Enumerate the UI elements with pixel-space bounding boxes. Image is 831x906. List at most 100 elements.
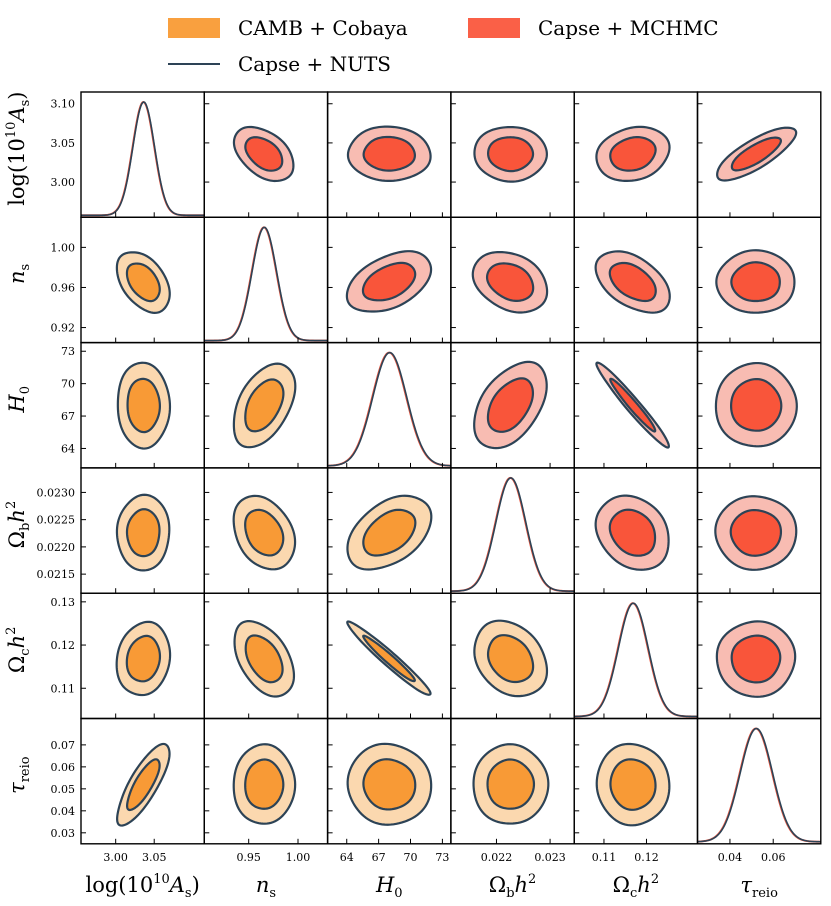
contour-68-filled: [610, 137, 656, 171]
panel-grid: [80, 91, 822, 845]
x-tick-label: 0.06: [761, 851, 786, 864]
contour-95-nuts-line: [115, 493, 171, 572]
x-tick-label: 1.00: [286, 851, 311, 864]
panel-tau-Ombh2: [450, 717, 575, 845]
x-axis-title-log10As: log(1010As): [85, 872, 199, 901]
marginal-nuts-H0: [327, 351, 451, 467]
contour-68-filled: [487, 759, 535, 809]
contour-95-nuts-line: [594, 250, 671, 314]
legend-swatch-camb: [168, 18, 220, 38]
marginal-mchmc-Omch2: [574, 602, 698, 718]
panel-tau-Omch2: [573, 717, 699, 845]
x-axis-title-Omch2: Ωch2: [613, 872, 660, 901]
marginal-nuts-Omch2: [574, 602, 698, 718]
panel-log10As-Omch2: [573, 91, 699, 219]
panel-ns-H0: [326, 216, 452, 344]
y-axis-title-H0-text: H0: [5, 386, 33, 414]
contour-68-nuts-line: [125, 508, 161, 558]
contour-68-nuts-line: [486, 758, 536, 810]
contour-68-filled: [609, 509, 655, 556]
contour-95-nuts-line: [715, 249, 796, 314]
x-axis-title-log10As-text: log(1010As): [85, 872, 199, 901]
contour-68-nuts-line: [608, 261, 657, 303]
contour-68-filled: [731, 261, 780, 302]
contour-95-nuts-line: [714, 361, 798, 448]
x-tick-label: 67: [372, 851, 386, 864]
y-tick-label: 0.0215: [37, 568, 76, 581]
x-tick-label: 3.00: [103, 851, 128, 864]
contour-68-filled: [126, 509, 160, 557]
y-tick-label: 0.04: [51, 805, 76, 818]
y-axis-title-ns-text: ns: [5, 264, 33, 284]
y-axis-title-Omch2-text: Ωch2: [4, 627, 33, 674]
marginal-nuts-ns: [204, 226, 328, 342]
marginal-mchmc-log10As: [81, 100, 205, 217]
contour-68-filled: [731, 379, 782, 431]
panel-log10As-H0: [326, 91, 452, 219]
contour-68-nuts-line: [244, 508, 285, 557]
x-tick-label: 0.12: [634, 851, 659, 864]
legend-label-camb: CAMB + Cobaya: [238, 16, 408, 40]
contour-95-nuts-line: [115, 251, 171, 314]
y-tick-label: 0.07: [51, 739, 76, 752]
contour-68-nuts-line: [486, 634, 535, 684]
axis-labels: 3.00 3.05 0.95 1.00 64 67 70 73 0.022 0.023 0.11 0.…: [4, 91, 785, 900]
contour-68-nuts-line: [362, 758, 417, 811]
legend: CAMB + Cobaya Capse + MCHMC Capse + NUTS: [0, 14, 831, 84]
x-axis-title-H0: H0: [375, 873, 403, 901]
panel-log10As-ns: [203, 91, 329, 219]
legend-swatch-mchmc: [468, 18, 520, 38]
y-axis-title-log10As: log(1010As): [4, 91, 33, 205]
contour-68-nuts-line: [244, 136, 284, 172]
contour-68-nuts-line: [125, 262, 161, 303]
contour-68-filled: [127, 759, 160, 811]
contour-68-nuts-line: [361, 261, 417, 302]
panel-frame: [326, 341, 452, 469]
legend-label-mchmc: Capse + MCHMC: [538, 16, 719, 40]
y-tick-label: 3.00: [51, 176, 76, 189]
panel-H0-ns: [203, 341, 329, 469]
y-tick-label: 73: [61, 345, 75, 358]
panel-tau-tau: [696, 717, 822, 845]
x-tick-label: 0.022: [481, 851, 513, 864]
panel-H0-H0: [326, 341, 452, 469]
contour-95-nuts-line: [595, 125, 671, 182]
marginal-nuts-log10As: [81, 101, 205, 217]
contour-68-nuts-line: [362, 634, 416, 683]
contour-68-nuts-line: [486, 377, 535, 433]
contour-68-nuts-line: [729, 508, 783, 557]
y-tick-label: 0.05: [51, 783, 76, 796]
contour-68-filled: [127, 378, 160, 433]
y-axis-title-tau: τreio: [5, 756, 33, 794]
y-axis-title-H0: H0: [5, 386, 33, 414]
contour-95-nuts-line: [473, 125, 548, 183]
panel-H0-Ombh2: [450, 341, 575, 469]
contour-68-nuts-line: [730, 261, 781, 303]
contour-95-nuts-line: [115, 620, 172, 697]
y-tick-label: 0.92: [51, 322, 76, 335]
panel-H0-Omch2: [573, 341, 699, 469]
contour-95-nuts-line: [472, 743, 550, 825]
contour-68-nuts-line: [485, 262, 535, 302]
panel-frame: [573, 592, 699, 720]
contour-68-nuts-line: [244, 758, 285, 810]
panel-Ombh2-ns: [203, 467, 329, 594]
y-tick-label: 0.03: [51, 827, 76, 840]
x-axis-title-Ombh2: Ωbh2: [489, 872, 537, 901]
panel-H0-tau: [696, 341, 822, 469]
contour-68-filled: [488, 137, 533, 172]
contour-95-nuts-line: [116, 361, 172, 450]
marginal-nuts-Ombh2: [450, 477, 575, 592]
contour-68-nuts-line: [126, 377, 162, 434]
contour-68-filled: [610, 378, 656, 432]
contour-68-filled: [610, 759, 656, 810]
y-tick-label: 0.96: [51, 281, 76, 294]
contour-68-filled: [732, 137, 782, 171]
marginal-mchmc-ns: [204, 226, 328, 342]
marginal-mchmc-Ombh2: [450, 476, 575, 593]
panel-Omch2-log10As: [80, 592, 206, 720]
panel-tau-log10As: [80, 717, 206, 845]
contour-95-nuts-line: [716, 126, 798, 182]
panel-Omch2-tau: [696, 592, 822, 720]
panel-frame: [80, 91, 206, 219]
